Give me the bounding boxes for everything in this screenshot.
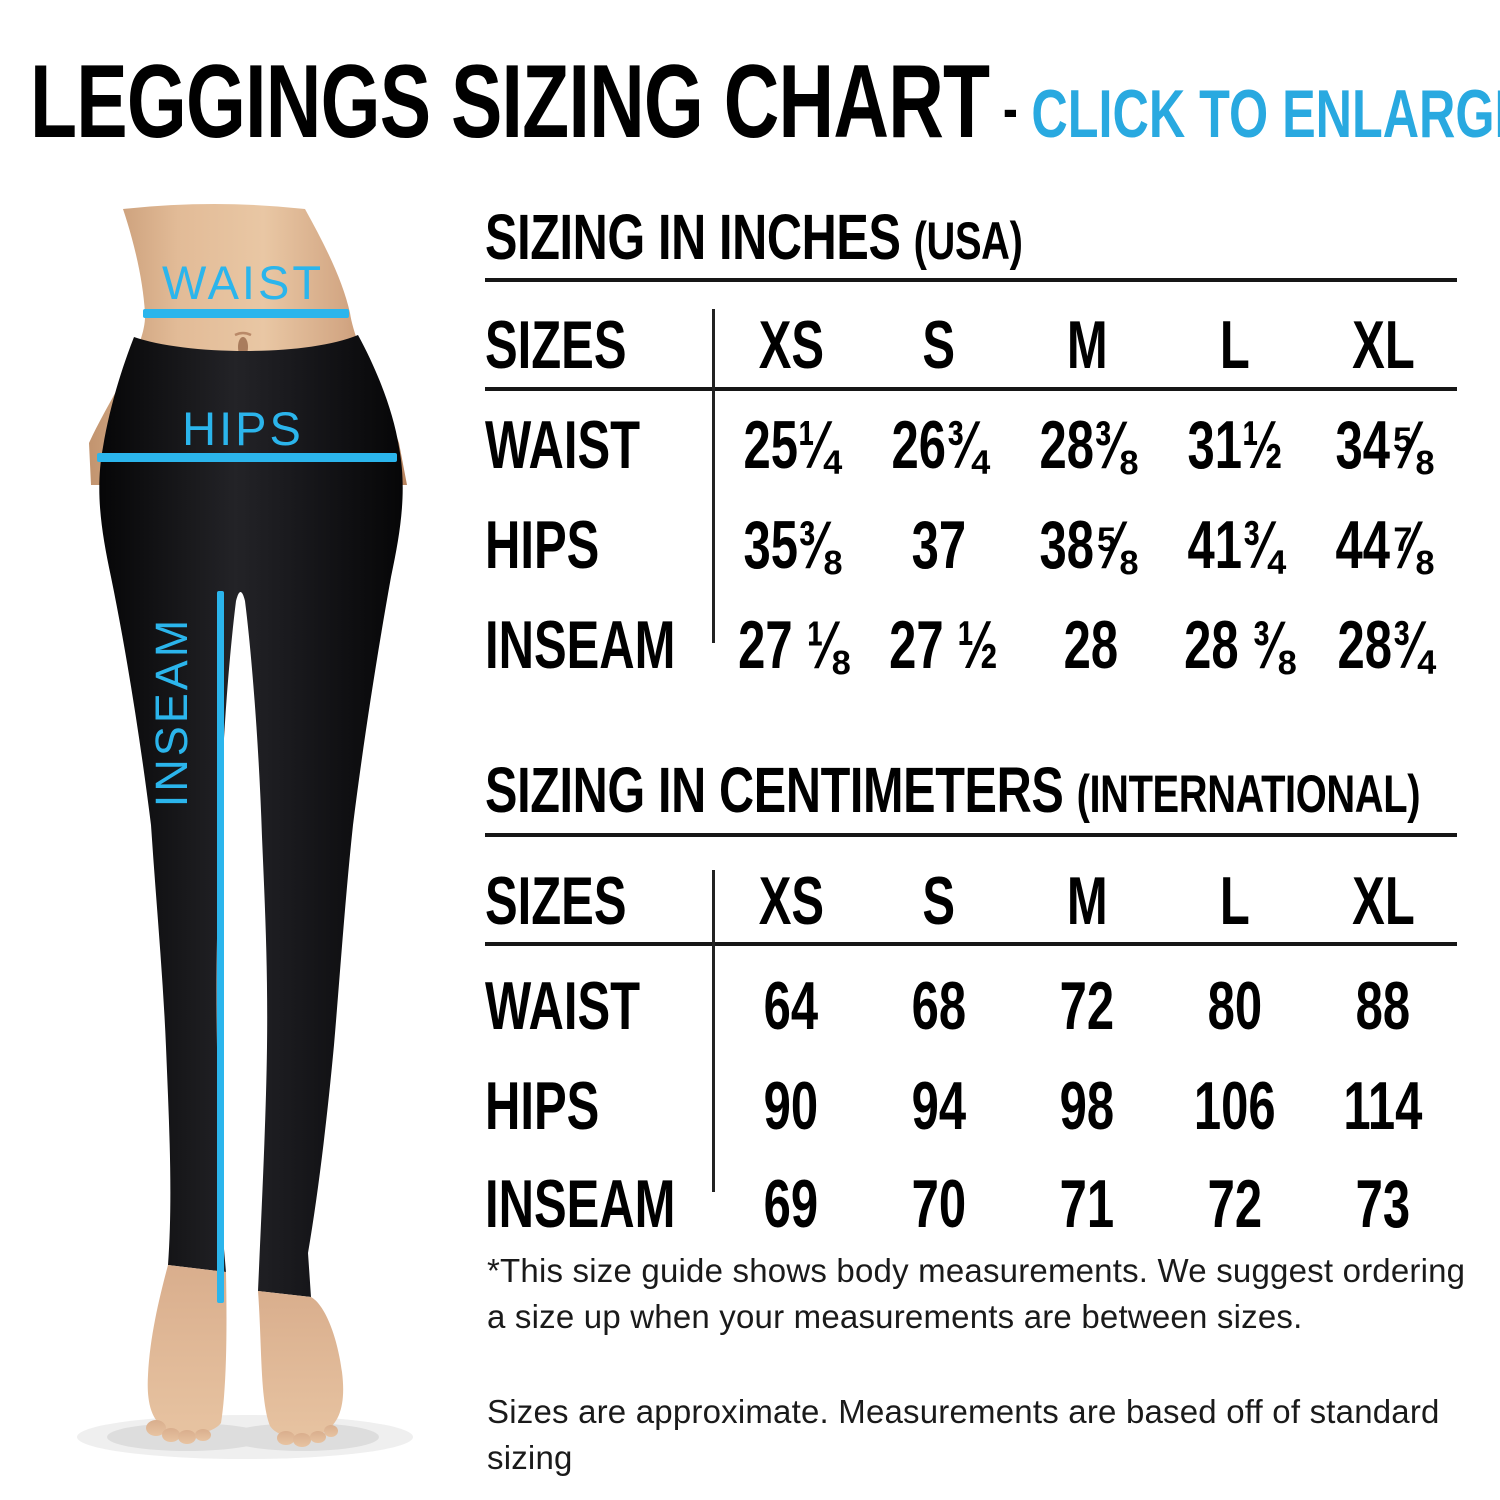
table-row-hips: HIPS 90 94 98 106 114	[485, 1058, 1457, 1154]
sizing-table-centimeters: SIZING IN CENTIMETERS (INTERNATIONAL) SI…	[485, 758, 1457, 1263]
table-row-hips: HIPS 35⅜ 37 38⅝ 41¾ 44⅞	[485, 497, 1457, 593]
measurement-value: 70	[911, 1166, 967, 1242]
waist-measure-line	[143, 309, 349, 318]
section-heading-suffix: (INTERNATIONAL)	[1076, 765, 1421, 824]
measurement-value: 31½	[1187, 407, 1283, 483]
measurement-value: 38⅝	[1039, 507, 1135, 583]
measurement-value: 94	[911, 1068, 967, 1144]
left-foot	[147, 1265, 227, 1434]
measurement-value: 114	[1343, 1068, 1423, 1144]
column-header-sizes: SIZES	[485, 307, 627, 383]
column-header-sizes: SIZES	[485, 863, 627, 939]
measurement-value: 64	[763, 968, 819, 1044]
row-label: HIPS	[485, 507, 600, 583]
table-row-waist: WAIST 64 68 72 80 88	[485, 958, 1457, 1054]
inseam-measure-line	[217, 591, 224, 1303]
inseam-figure-label: INSEAM	[146, 617, 197, 808]
footnote-approximate: Sizes are approximate. Measurements are …	[487, 1393, 1440, 1476]
column-header-xs: XS	[758, 863, 824, 939]
right-foot-toes	[324, 1425, 338, 1437]
measurement-value: 44⅞	[1335, 507, 1431, 583]
measurement-value: 80	[1207, 968, 1263, 1044]
left-foot-toes	[178, 1430, 196, 1444]
column-header-xl: XL	[1351, 307, 1415, 383]
click-to-enlarge-link[interactable]: CLICK TO ENLARGE	[1031, 76, 1500, 152]
hips-measure-line	[97, 453, 397, 462]
footnotes: *This size guide shows body measurements…	[487, 1248, 1487, 1480]
section-heading-text: SIZING IN INCHES	[485, 201, 901, 273]
measurement-value: 27 ⅛	[738, 607, 848, 683]
page-title: LEGGINGS SIZING CHART - CLICK TO ENLARGE	[30, 50, 1500, 154]
right-foot	[258, 1291, 344, 1438]
row-label: HIPS	[485, 1068, 600, 1144]
left-foot-toes	[195, 1429, 211, 1441]
measurement-value: 28	[1063, 607, 1119, 683]
leggings-figure-image: WAIST HIPS INSEAM	[77, 204, 413, 1459]
column-header-xl: XL	[1351, 863, 1415, 939]
row-label: WAIST	[485, 968, 641, 1044]
measurement-value: 27 ½	[889, 607, 999, 683]
column-header-m: M	[1066, 307, 1108, 383]
measurement-value: 88	[1355, 968, 1411, 1044]
measurement-value: 90	[763, 1068, 819, 1144]
measurement-value: 37	[911, 507, 967, 583]
table-row-waist: WAIST 25¼ 26¾ 28⅜ 31½ 34⅝	[485, 397, 1457, 493]
measurement-value: 28¾	[1337, 607, 1434, 683]
measurement-value: 98	[1059, 1068, 1115, 1144]
measurement-value: 41¾	[1187, 507, 1283, 583]
measurement-value: 28 ⅜	[1183, 607, 1293, 683]
section-heading-inches: SIZING IN INCHES (USA)	[485, 205, 1023, 271]
table-column-divider	[712, 309, 715, 643]
waist-figure-label: WAIST	[162, 256, 324, 309]
right-foot-toes	[310, 1431, 326, 1443]
measurement-value: 25¼	[743, 407, 839, 483]
measurement-value: 34⅝	[1335, 407, 1431, 483]
hips-figure-label: HIPS	[182, 402, 304, 455]
measurement-value: 73	[1355, 1166, 1411, 1242]
measurement-value: 72	[1059, 968, 1115, 1044]
right-foot-toes	[293, 1433, 311, 1447]
column-header-l: L	[1220, 863, 1250, 939]
left-foot-toes	[162, 1428, 180, 1442]
title-separator: -	[1002, 75, 1018, 142]
column-header-xs: XS	[758, 307, 824, 383]
column-header-l: L	[1220, 307, 1250, 383]
column-header-s: S	[922, 307, 956, 383]
measurement-value: 69	[763, 1166, 819, 1242]
right-foot-toes	[277, 1431, 295, 1445]
measurement-value: 68	[911, 968, 967, 1044]
section-heading-text: SIZING IN CENTIMETERS	[485, 754, 1064, 826]
row-label: INSEAM	[485, 1166, 676, 1242]
leggings-shape	[99, 335, 403, 1297]
measurement-value: 71	[1059, 1166, 1115, 1242]
heading-underline	[485, 278, 1457, 282]
row-label: WAIST	[485, 407, 641, 483]
measurement-value: 26¾	[891, 407, 987, 483]
section-heading-suffix: (USA)	[913, 212, 1023, 271]
navel-crease	[234, 331, 252, 337]
footnote-size-guide: *This size guide shows body measurements…	[487, 1252, 1466, 1335]
section-heading-centimeters: SIZING IN CENTIMETERS (INTERNATIONAL)	[485, 758, 1420, 822]
measurement-value: 72	[1207, 1166, 1263, 1242]
table-header-row: SIZES XS S M L XL	[485, 860, 1457, 946]
measurement-value: 28⅜	[1039, 407, 1135, 483]
measurement-value: 106	[1194, 1068, 1276, 1144]
heading-underline	[485, 833, 1457, 837]
row-label: INSEAM	[485, 607, 676, 683]
table-header-row: SIZES XS S M L XL	[485, 303, 1457, 391]
left-foot-toes	[146, 1420, 166, 1436]
sizing-table-inches: SIZING IN INCHES (USA) SIZES XS S M L XL…	[485, 205, 1457, 710]
page-title-text: LEGGINGS SIZING CHART	[30, 44, 990, 160]
table-row-inseam: INSEAM 27 ⅛ 27 ½ 28 28 ⅜ 28¾	[485, 597, 1457, 693]
table-row-inseam: INSEAM 69 70 71 72 73	[485, 1156, 1457, 1252]
table-column-divider	[712, 870, 715, 1192]
column-header-m: M	[1066, 863, 1108, 939]
leggings-figure: WAIST HIPS INSEAM	[55, 185, 475, 1475]
measurement-value: 35⅜	[743, 507, 839, 583]
column-header-s: S	[922, 863, 956, 939]
